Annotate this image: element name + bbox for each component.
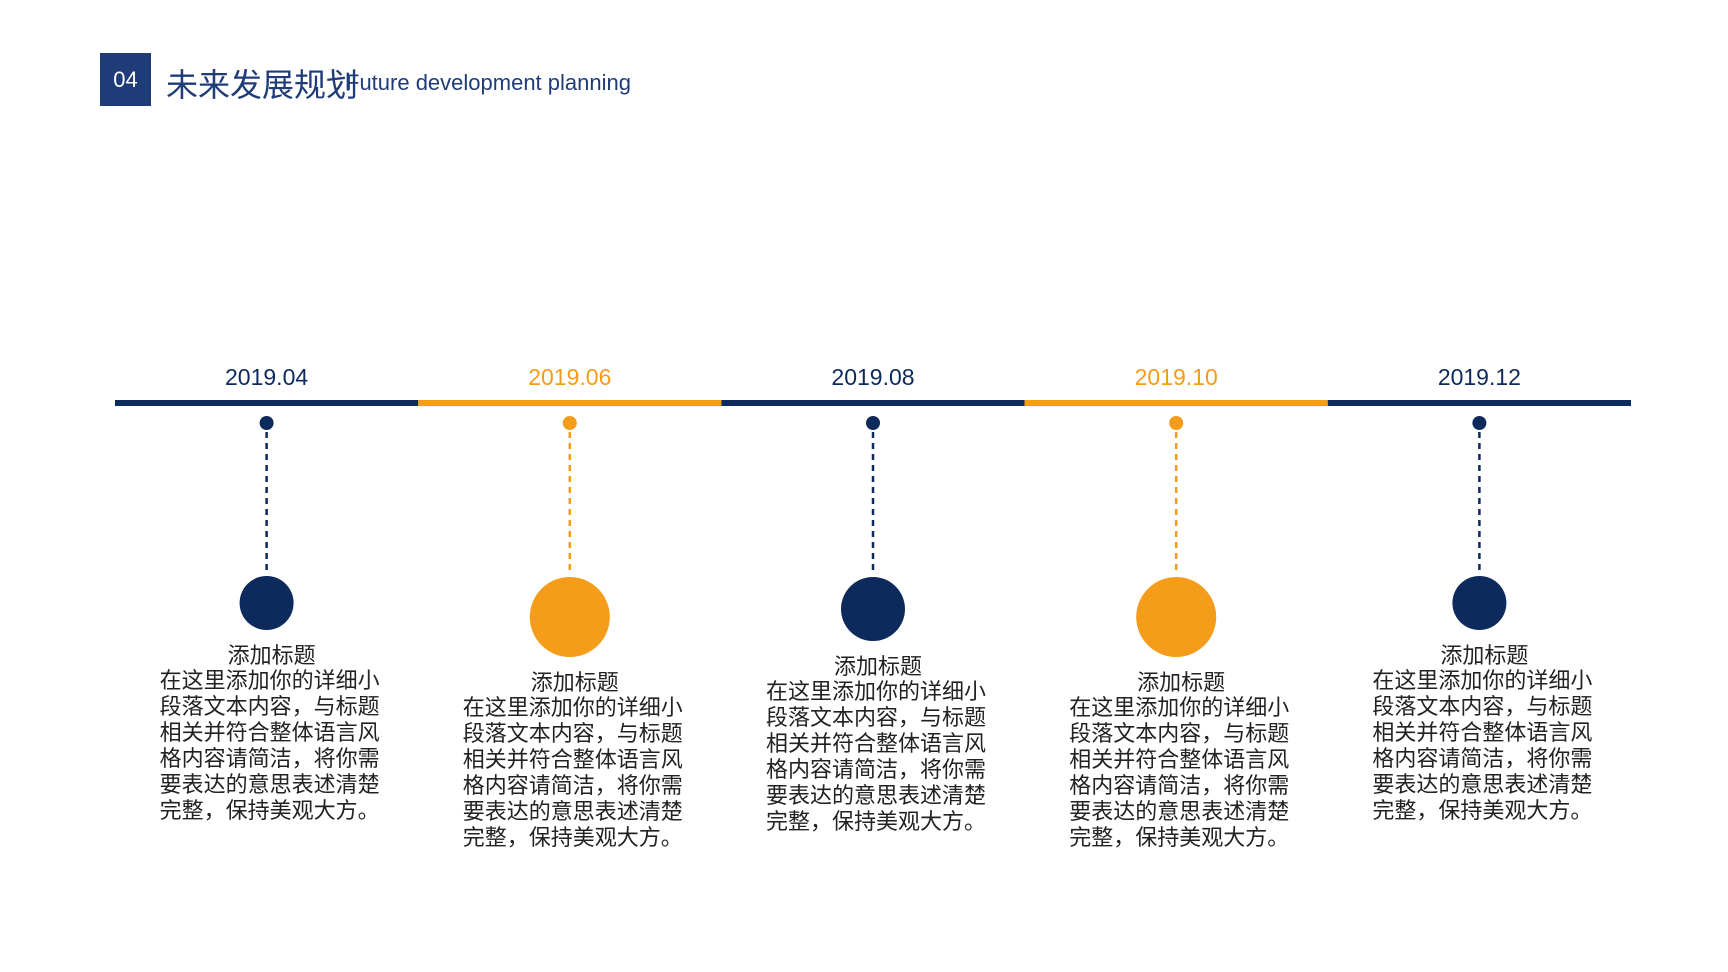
timeline-segment: [418, 400, 722, 406]
section-number: 04: [100, 53, 151, 106]
timeline-segment: [1327, 400, 1631, 406]
title: 未来发展规划: [166, 67, 359, 103]
milestone-circle: [841, 577, 905, 641]
timeline-segment: [1024, 400, 1328, 406]
timeline-dot: [562, 416, 577, 430]
milestone-heading: 添加标题: [227, 643, 316, 668]
timeline-date: 2019.12: [1437, 364, 1521, 390]
milestone-heading: 添加标题: [1440, 643, 1529, 668]
milestone-heading: 添加标题: [1137, 670, 1226, 695]
milestone-heading: 添加标题: [530, 670, 619, 695]
milestone-circle: [1452, 576, 1507, 630]
timeline-date: 2019.04: [225, 364, 309, 390]
milestone-circle: [239, 576, 294, 630]
timeline-segment: [115, 400, 419, 406]
milestone-circle: [1136, 577, 1217, 657]
timeline-date: 2019.10: [1134, 364, 1218, 390]
subtitle: Future development planning: [346, 70, 631, 95]
milestone-text: 在这里添加你的详细小段落文本内容，与标题相关并符合整体语言风格内容请简洁，将你需…: [766, 679, 987, 834]
timeline-dot: [259, 416, 274, 430]
milestone-circle: [529, 577, 610, 657]
milestone-text: 在这里添加你的详细小段落文本内容，与标题相关并符合整体语言风格内容请简洁，将你需…: [462, 695, 683, 850]
milestone-text: 在这里添加你的详细小段落文本内容，与标题相关并符合整体语言风格内容请简洁，将你需…: [1372, 668, 1593, 823]
timeline-dot: [1169, 416, 1184, 430]
milestone-heading: 添加标题: [833, 654, 922, 679]
timeline-dot: [1472, 416, 1487, 430]
timeline-date: 2019.06: [528, 364, 612, 390]
timeline-dot: [866, 416, 880, 430]
milestone-text: 在这里添加你的详细小段落文本内容，与标题相关并符合整体语言风格内容请简洁，将你需…: [1069, 695, 1290, 850]
timeline-segment: [721, 400, 1025, 406]
timeline-date: 2019.08: [831, 364, 915, 390]
milestone-text: 在这里添加你的详细小段落文本内容，与标题相关并符合整体语言风格内容请简洁，将你需…: [159, 668, 380, 823]
